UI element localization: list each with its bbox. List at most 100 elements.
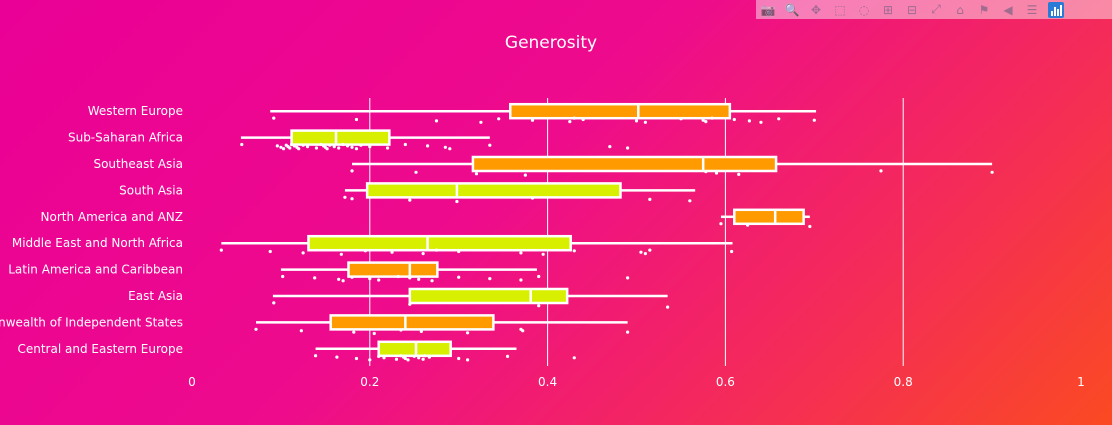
data-point (434, 119, 439, 123)
data-point (341, 142, 345, 147)
data-point (455, 199, 459, 204)
modebar: 📷 🔍 ✥ ⬚ ◌ ⊞ ⊟ ⤢ ⌂ ⚑ ◀ ☰ (756, 0, 1112, 19)
data-point (497, 117, 501, 121)
y-tick-label: Latin America and Caribbean (8, 263, 183, 277)
lasso-icon[interactable]: ◌ (858, 2, 870, 17)
box-iqr (307, 234, 572, 252)
data-point (519, 251, 523, 255)
zoom-out-icon[interactable]: ⊟ (906, 2, 918, 17)
plotly-logo[interactable] (1048, 1, 1064, 18)
data-point (505, 354, 510, 358)
pan-icon[interactable]: ✥ (810, 2, 822, 17)
box-iqr (329, 314, 495, 331)
box-group (719, 208, 812, 229)
y-tick-label: Southeast Asia (93, 157, 183, 171)
data-point (254, 327, 258, 331)
data-point (523, 173, 527, 177)
data-point (704, 120, 708, 124)
data-point (879, 169, 883, 173)
data-point (359, 143, 363, 147)
data-point (288, 146, 292, 150)
data-point (704, 170, 708, 174)
y-tick-label: East Asia (128, 289, 183, 303)
data-point (572, 249, 576, 253)
data-point (541, 252, 545, 256)
box-group (272, 287, 670, 309)
data-point (417, 277, 421, 281)
y-tick-label: Sub-Saharan Africa (68, 131, 183, 145)
data-point (639, 250, 643, 254)
box-series (219, 102, 994, 362)
data-point (390, 250, 394, 254)
chart-title: Generosity (505, 33, 597, 53)
x-tick-label: 0.4 (538, 375, 557, 389)
data-point (747, 119, 752, 123)
data-point (399, 328, 403, 332)
data-point (581, 117, 585, 122)
box-group (240, 129, 630, 151)
data-point (240, 142, 244, 147)
data-point (299, 329, 303, 333)
data-point (272, 301, 276, 305)
data-point (350, 145, 354, 149)
data-point (337, 277, 341, 281)
data-point (352, 330, 356, 334)
data-point (403, 356, 407, 361)
hover-closest-icon[interactable]: ◀ (1003, 2, 1013, 17)
zoom-icon[interactable]: 🔍 (784, 2, 800, 17)
box-iqr (347, 261, 439, 278)
data-point (313, 354, 318, 358)
data-point (268, 249, 272, 254)
data-point (301, 251, 305, 255)
y-tick-label: Western Europe (88, 104, 183, 118)
data-point (457, 275, 461, 279)
data-point (385, 146, 390, 150)
data-point (421, 357, 425, 361)
data-point (710, 116, 714, 120)
data-point (363, 249, 367, 253)
spike-lines-icon[interactable]: ⚑ (978, 2, 990, 17)
data-point (377, 278, 381, 282)
data-point (626, 146, 630, 150)
data-point (808, 224, 812, 229)
data-point (292, 144, 296, 148)
data-point (746, 223, 750, 227)
data-point (643, 252, 647, 256)
data-point (219, 248, 223, 252)
y-tick-label: North America and ANZ (41, 210, 184, 224)
x-tick-label: 0 (188, 375, 196, 389)
data-point (335, 355, 339, 359)
data-point (275, 144, 279, 148)
data-point (417, 356, 421, 360)
zoom-in-icon[interactable]: ⊞ (882, 2, 894, 17)
data-point (341, 279, 345, 283)
data-point (403, 142, 407, 147)
data-point (634, 119, 639, 123)
data-point (425, 144, 430, 148)
data-point (297, 147, 301, 151)
camera-icon[interactable]: 📷 (760, 2, 776, 17)
data-point (719, 222, 723, 226)
autoscale-icon[interactable]: ⤢ (931, 2, 941, 16)
data-point (319, 142, 323, 147)
data-point (423, 354, 427, 358)
reset-axes-icon[interactable]: ⌂ (956, 2, 964, 17)
data-point (394, 357, 399, 361)
hover-compare-icon[interactable]: ☰ (1026, 2, 1038, 17)
data-point (396, 274, 400, 279)
data-point (314, 146, 319, 150)
data-point (279, 145, 283, 149)
data-point (457, 249, 461, 254)
y-tick-label: Middle East and North Africa (12, 236, 183, 250)
x-tick-label: 0.8 (894, 375, 913, 389)
box-select-icon[interactable]: ⬚ (834, 2, 846, 17)
data-point (648, 248, 652, 252)
data-point (448, 147, 452, 151)
data-point (354, 147, 359, 151)
data-point (521, 329, 525, 333)
data-point (377, 354, 381, 358)
data-point (414, 170, 418, 174)
box-group (270, 102, 817, 124)
data-point (368, 145, 372, 149)
